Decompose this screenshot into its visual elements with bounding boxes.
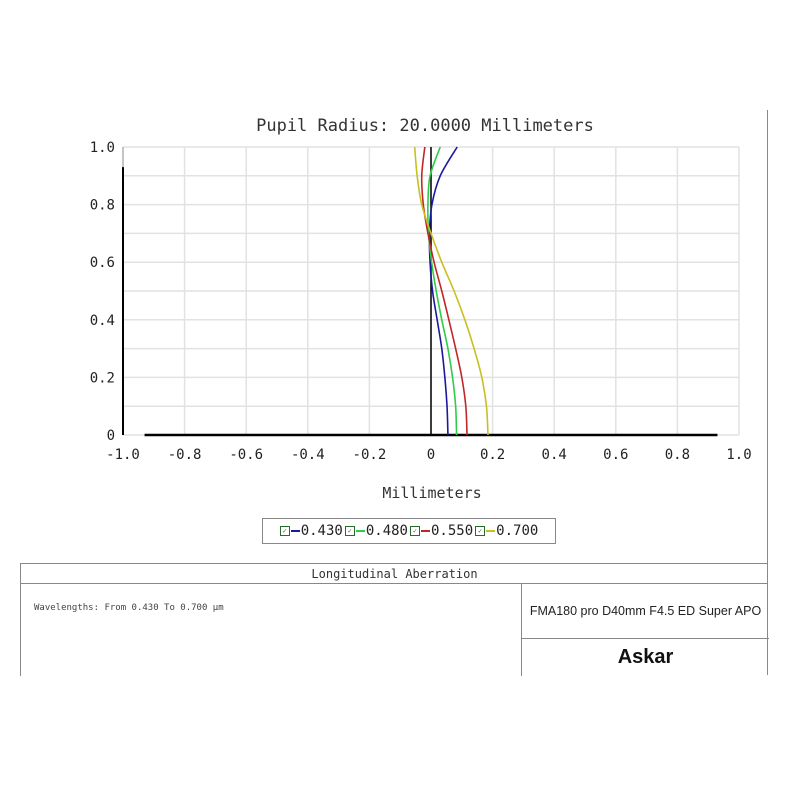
y-tick-label: 0.2	[90, 370, 115, 386]
x-tick-label: 0.8	[665, 447, 690, 463]
legend-item: ✓ 0.430	[279, 523, 343, 539]
plot-area: -1.0 -0.8 -0.6 -0.4 -0.2 0 0.2 0.4 0.6 0.8 1.0 0 0.2…	[90, 140, 752, 463]
brand-logo: Askar	[617, 646, 674, 668]
legend-item: ✓ 0.550	[410, 523, 473, 539]
legend-label: 0.480	[365, 523, 408, 539]
table-title: Longitudinal Aberration	[21, 564, 768, 584]
checkbox-checked-icon[interactable]: ✓	[344, 526, 355, 536]
legend-swatch	[290, 530, 300, 532]
frame-border	[767, 110, 768, 675]
x-tick-label: -0.2	[353, 447, 387, 463]
x-tick-label: 0.2	[480, 447, 505, 463]
x-tick-label: -0.6	[229, 447, 263, 463]
x-tick-label: 0.6	[603, 447, 628, 463]
lens-name: FMA180 pro D40mm F4.5 ED Super APO	[522, 584, 769, 639]
checkbox-checked-icon[interactable]: ✓	[279, 526, 290, 536]
legend-item: ✓ 0.700	[475, 523, 538, 539]
x-axis-label: Millimeters	[382, 484, 482, 502]
legend-label: 0.550	[431, 523, 474, 539]
y-tick-label: 0	[107, 428, 115, 444]
chart-title: Pupil Radius: 20.0000 Millimeters	[256, 116, 594, 136]
legend: ✓ 0.430 ✓ 0.480 ✓ 0.550 ✓ 0.700	[262, 518, 556, 544]
legend-swatch	[421, 530, 430, 532]
legend-label: 0.700	[496, 523, 539, 539]
info-table: Longitudinal Aberration Wavelengths: Fro…	[20, 563, 769, 676]
right-cell: FMA180 pro D40mm F4.5 ED Super APO Askar	[521, 584, 769, 676]
series-line-0.700	[413, 146, 489, 436]
legend-swatch	[486, 530, 496, 532]
legend-label: 0.430	[300, 523, 343, 539]
x-tick-label: -0.4	[291, 447, 325, 463]
series-line-0.430	[428, 146, 458, 436]
x-tick-label: -0.8	[168, 447, 202, 463]
y-tick-label: 0.6	[90, 255, 115, 271]
x-tick-label: -1.0	[106, 447, 140, 463]
wavelengths-text: Wavelengths: From 0.430 To 0.700 µm	[34, 603, 224, 613]
y-tick-label: 0.4	[90, 313, 115, 329]
checkbox-checked-icon[interactable]: ✓	[410, 526, 420, 536]
legend-swatch	[355, 530, 365, 532]
legend-item: ✓ 0.480	[344, 523, 408, 539]
x-tick-label: 0.4	[542, 447, 567, 463]
checkbox-checked-icon[interactable]: ✓	[475, 526, 486, 536]
y-tick-label: 1.0	[90, 140, 115, 156]
y-tick-label: 0.8	[90, 198, 115, 214]
x-tick-label: 0	[427, 447, 435, 463]
series-line-0.550	[420, 146, 468, 436]
x-tick-label: 1.0	[726, 447, 751, 463]
series-line-0.480	[427, 146, 458, 436]
